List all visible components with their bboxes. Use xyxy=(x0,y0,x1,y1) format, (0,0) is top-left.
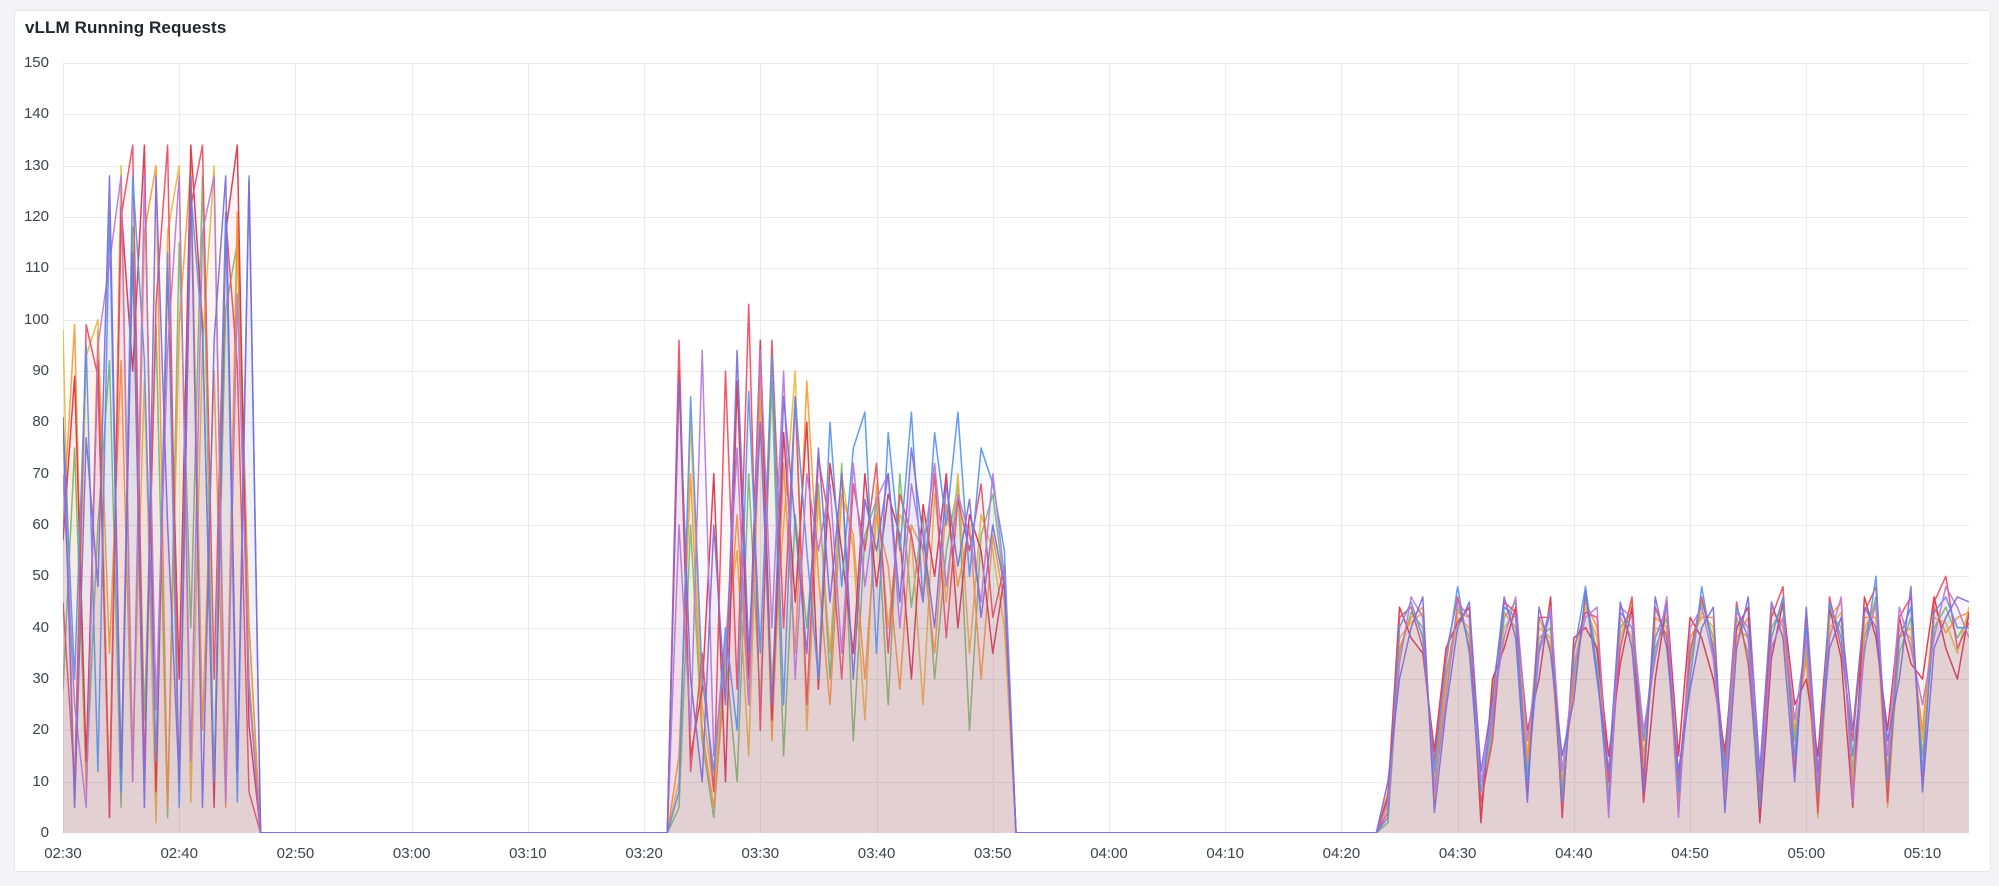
y-tick-label: 110 xyxy=(25,259,49,277)
series-line xyxy=(63,144,1969,833)
y-tick-label: 80 xyxy=(32,413,49,431)
x-tick-label: 04:10 xyxy=(1206,845,1244,862)
x-tick-label: 04:20 xyxy=(1322,845,1361,862)
series-line xyxy=(63,175,1969,833)
y-tick-label: 0 xyxy=(40,824,49,841)
series-area xyxy=(63,175,1969,833)
x-tick-label: 04:50 xyxy=(1671,845,1709,862)
x-tick-label: 05:10 xyxy=(1903,845,1942,862)
x-tick-label: 02:50 xyxy=(276,845,315,862)
x-tick-label: 03:20 xyxy=(625,845,663,862)
y-tick-label: 70 xyxy=(32,464,49,482)
series-line xyxy=(63,144,1969,833)
x-axis: 02:30 02:40 02:50 03:00 03:10 03:20 03:30 03:40… xyxy=(44,845,1969,865)
y-tick-label: 10 xyxy=(32,772,49,790)
series-area xyxy=(63,175,1969,833)
y-tick-label: 120 xyxy=(23,208,49,225)
y-tick-label: 100 xyxy=(23,310,49,328)
x-tick-label: 04:00 xyxy=(1090,845,1128,862)
x-tick-label: 03:50 xyxy=(973,845,1012,862)
x-tick-label: 03:00 xyxy=(392,845,431,862)
x-tick-label: 04:30 xyxy=(1438,845,1477,862)
x-tick-label: 03:30 xyxy=(741,845,780,862)
y-tick-label: 30 xyxy=(32,670,49,687)
x-tick-label: 02:40 xyxy=(160,845,198,862)
series-area xyxy=(63,145,1969,833)
series-line xyxy=(63,175,1969,833)
y-axis: 0 10 20 30 40 50 60 70 80 90 100 110 120 130 140 150 xyxy=(17,54,55,841)
chart-panel: vLLM Running Requests 0 10 20 30 40 50 60 70 80 9… xyxy=(14,10,1991,872)
y-tick-label: 40 xyxy=(32,618,49,636)
x-tick-label: 02:30 xyxy=(44,845,82,862)
y-tick-label: 60 xyxy=(32,516,49,533)
x-tick-label: 03:40 xyxy=(857,845,896,862)
gridlines xyxy=(63,63,1969,833)
panel-title: vLLM Running Requests xyxy=(25,18,227,37)
x-tick-label: 03:10 xyxy=(509,845,547,862)
y-tick-label: 90 xyxy=(32,362,49,379)
series-area xyxy=(63,175,1969,833)
chart-canvas[interactable] xyxy=(63,63,1969,833)
y-tick-label: 50 xyxy=(32,567,49,585)
y-tick-label: 150 xyxy=(23,54,49,71)
y-tick-label: 140 xyxy=(23,105,49,123)
plot-area[interactable] xyxy=(63,63,1969,833)
x-tick-label: 05:00 xyxy=(1787,845,1826,862)
series-area xyxy=(63,145,1969,833)
y-tick-label: 20 xyxy=(32,721,49,739)
y-tick-label: 130 xyxy=(23,156,49,174)
x-tick-label: 04:40 xyxy=(1555,845,1593,862)
